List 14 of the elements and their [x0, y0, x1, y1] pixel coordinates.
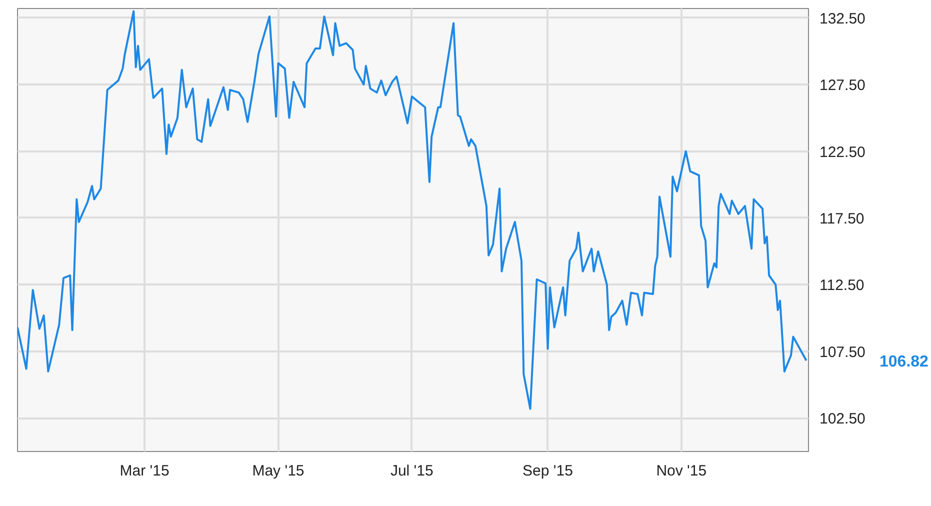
y-tick-label: 122.50 [820, 144, 866, 161]
y-tick-label: 127.50 [820, 77, 866, 94]
y-tick-label: 102.50 [820, 410, 866, 428]
x-tick-label: Nov '15 [656, 462, 707, 480]
x-tick-label: May '15 [252, 462, 304, 480]
line-series [18, 10, 808, 410]
x-tick-label: Sep '15 [522, 462, 573, 480]
y-tick-label: 132.50 [820, 10, 866, 28]
y-tick-label: 112.50 [820, 277, 864, 294]
y-tick-label: 117.50 [820, 210, 864, 228]
x-tick-label: Mar '15 [120, 462, 170, 480]
x-tick-label: Jul '15 [390, 462, 434, 480]
text: 106.82 [880, 354, 929, 370]
y-tick-label: 107.50 [820, 344, 866, 361]
